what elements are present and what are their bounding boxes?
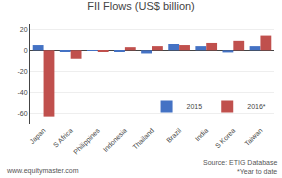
svg-text:Source: ETIG Database: Source: ETIG Database — [203, 159, 277, 166]
svg-text:Indonesia: Indonesia — [102, 127, 128, 153]
svg-text:S Africa: S Africa — [52, 127, 74, 149]
svg-text:-60: -60 — [17, 110, 27, 117]
svg-text:2016*: 2016* — [247, 103, 266, 110]
svg-text:Japan: Japan — [28, 127, 47, 146]
svg-text:-40: -40 — [17, 89, 27, 96]
svg-text:2015: 2015 — [187, 103, 203, 110]
svg-text:0: 0 — [24, 47, 28, 54]
svg-text:20: 20 — [20, 26, 28, 33]
svg-text:Philippines: Philippines — [72, 126, 102, 156]
svg-text:S Korea: S Korea — [214, 127, 237, 150]
svg-text:Thailand: Thailand — [131, 127, 155, 151]
svg-text:www.equitymaster.com: www.equitymaster.com — [6, 167, 79, 175]
svg-text:Taiwan: Taiwan — [243, 127, 263, 147]
svg-text:*Year to date: *Year to date — [237, 168, 277, 175]
svg-text:Brazil: Brazil — [165, 126, 183, 144]
svg-text:-20: -20 — [17, 68, 27, 75]
svg-text:FII Flows (US$ billion): FII Flows (US$ billion) — [87, 0, 195, 12]
svg-text:India: India — [194, 127, 210, 143]
